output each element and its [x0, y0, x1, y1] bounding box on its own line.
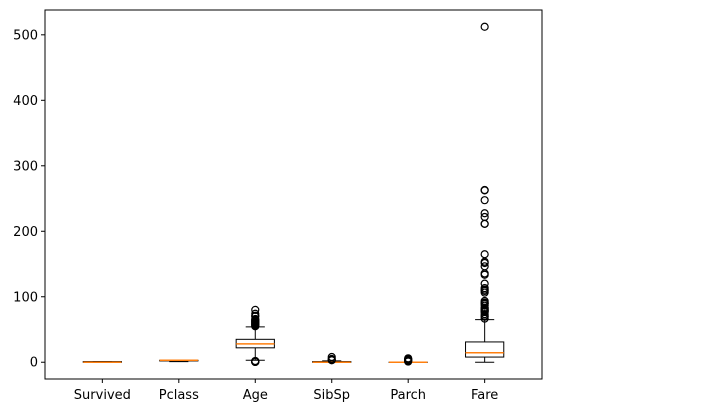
x-tick-label-fare: Fare — [471, 388, 498, 403]
outlier-point — [480, 296, 489, 306]
y-tick-label: 500 — [13, 28, 38, 43]
y-tick-label: 300 — [13, 159, 38, 174]
x-tick-label-survived: Survived — [74, 388, 131, 403]
outlier-point — [480, 250, 489, 259]
y-tick-label: 100 — [13, 290, 38, 305]
box-age — [235, 305, 275, 367]
outlier-point — [327, 352, 336, 362]
outlier-point — [480, 212, 489, 222]
outlier-point — [251, 314, 260, 324]
x-tick-label-age: Age — [243, 388, 268, 403]
y-tick-label: 200 — [13, 225, 38, 240]
outlier-point — [480, 262, 489, 271]
box-pclass — [159, 359, 199, 363]
x-tick-label-parch: Parch — [390, 388, 426, 403]
outlier-point — [480, 279, 489, 288]
box-sibsp — [312, 352, 352, 365]
y-tick-label: 400 — [13, 94, 38, 109]
outlier-point — [251, 356, 260, 366]
outlier-point — [251, 305, 260, 314]
outlier-point — [480, 209, 489, 218]
outlier-point — [480, 219, 489, 228]
box-fare — [465, 22, 505, 363]
x-axis: Survived Pclass Age SibSp Parch Fare — [74, 379, 498, 403]
y-tick-label: 0 — [30, 356, 38, 371]
x-tick-label-sibsp: SibSp — [313, 388, 350, 403]
x-tick-label-pclass: Pclass — [159, 388, 199, 403]
box-iqr — [465, 341, 505, 358]
box-parch — [388, 354, 428, 366]
outlier-point — [480, 185, 489, 195]
box-survived — [82, 361, 122, 363]
outlier-point — [480, 22, 489, 31]
y-axis: 0 100 200 300 400 500 — [13, 28, 45, 371]
outlier-point — [251, 309, 260, 318]
outlier-point — [480, 196, 489, 205]
outlier-point — [480, 283, 489, 293]
outlier-point — [404, 354, 413, 363]
axes-frame — [44, 9, 543, 380]
plot-area — [82, 22, 505, 367]
